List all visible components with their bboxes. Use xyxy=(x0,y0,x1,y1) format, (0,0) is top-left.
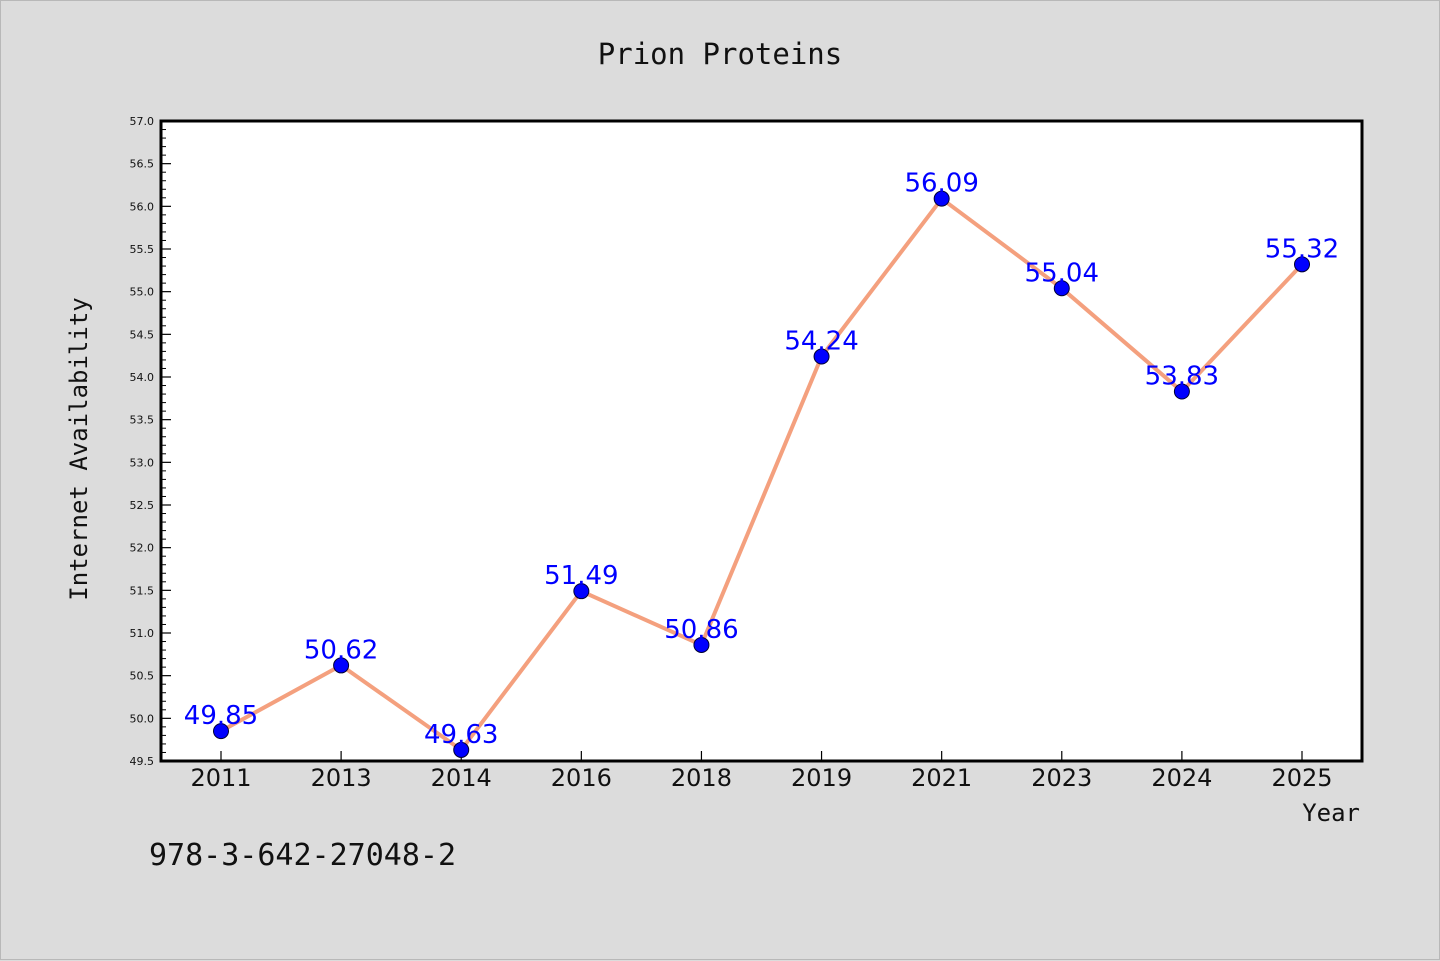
x-tick-label: 2013 xyxy=(311,764,372,792)
data-label: 49.63 xyxy=(424,720,498,750)
x-tick-label: 2014 xyxy=(431,764,492,792)
series-markers xyxy=(213,190,1310,758)
y-tick-label: 51.0 xyxy=(130,627,155,640)
data-labels: 49.85 50.62 49.63 51.49 50.86 54.24 56.09 55.04… xyxy=(184,169,1339,750)
x-tick-label: 2023 xyxy=(1031,764,1092,792)
data-label: 55.04 xyxy=(1025,258,1099,288)
data-point xyxy=(813,348,830,365)
y-tick-label: 57.0 xyxy=(130,115,155,128)
data-label: 55.32 xyxy=(1265,234,1339,264)
data-point xyxy=(693,636,710,653)
x-tick-label: 2016 xyxy=(551,764,612,792)
data-point xyxy=(333,657,350,674)
y-tick-label: 55.0 xyxy=(130,286,155,299)
y-tick-label: 55.5 xyxy=(130,243,155,256)
y-tick-label: 56.5 xyxy=(130,158,155,171)
data-point xyxy=(1173,383,1190,400)
y-tick-label: 53.5 xyxy=(130,414,155,427)
y-axis-label: Internet Availability xyxy=(65,297,93,600)
chart-title: Prion Proteins xyxy=(598,37,842,71)
y-tick-label: 52.0 xyxy=(130,542,155,555)
data-label: 51.49 xyxy=(544,561,618,591)
plot-area xyxy=(161,121,1362,761)
footer-code: 978-3-642-27048-2 xyxy=(149,838,456,873)
x-axis-ticks: 2011 2013 2014 2016 2018 2019 2021 2023 2024 2025 xyxy=(190,751,1333,792)
y-tick-label: 53.0 xyxy=(130,456,155,469)
data-label: 50.86 xyxy=(664,615,738,645)
x-tick-label: 2021 xyxy=(911,764,972,792)
y-tick-label: 51.5 xyxy=(130,584,155,597)
data-point xyxy=(1053,280,1070,297)
x-tick-label: 2025 xyxy=(1271,764,1332,792)
y-tick-label: 54.5 xyxy=(130,328,155,341)
y-tick-label: 50.0 xyxy=(130,712,155,725)
y-tick-label: 50.5 xyxy=(130,670,155,683)
x-axis-label: Year xyxy=(1302,799,1360,827)
data-point xyxy=(933,190,950,207)
data-point xyxy=(573,583,590,600)
y-tick-label: 52.5 xyxy=(130,499,155,512)
x-tick-label: 2024 xyxy=(1151,764,1212,792)
data-label: 50.62 xyxy=(304,635,378,665)
y-tick-label: 54.0 xyxy=(130,371,155,384)
x-tick-label: 2018 xyxy=(671,764,732,792)
data-point xyxy=(213,723,229,740)
x-tick-label: 2019 xyxy=(791,764,852,792)
x-tick-label: 2011 xyxy=(190,764,251,792)
data-label: 56.09 xyxy=(904,169,978,199)
data-label: 54.24 xyxy=(784,327,858,357)
data-point xyxy=(453,741,470,758)
y-tick-label: 56.0 xyxy=(130,200,155,213)
y-axis-ticks: 49.5 50.0 50.5 51.0 51.5 52.0 52.5 53.0 53.5 54.0… xyxy=(130,115,171,768)
series-line xyxy=(220,196,1304,752)
data-point xyxy=(1294,256,1310,273)
data-label: 49.85 xyxy=(184,701,258,731)
data-label: 53.83 xyxy=(1145,362,1219,392)
y-tick-label: 49.5 xyxy=(130,755,155,768)
plot-border xyxy=(159,119,1364,763)
